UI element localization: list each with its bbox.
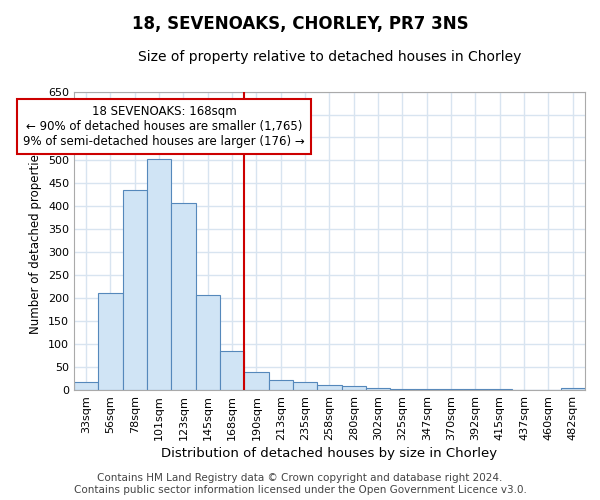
Bar — [196, 295, 220, 390]
Bar — [244, 372, 269, 390]
Bar — [560, 388, 585, 390]
Text: Contains HM Land Registry data © Crown copyright and database right 2024.
Contai: Contains HM Land Registry data © Crown c… — [74, 474, 526, 495]
Bar — [74, 382, 98, 390]
Bar — [488, 389, 512, 390]
Bar — [391, 388, 415, 390]
Bar — [463, 389, 488, 390]
Bar — [366, 388, 391, 390]
Bar — [269, 380, 293, 390]
Text: 18, SEVENOAKS, CHORLEY, PR7 3NS: 18, SEVENOAKS, CHORLEY, PR7 3NS — [131, 15, 469, 33]
Bar — [147, 159, 171, 390]
Bar — [439, 389, 463, 390]
Bar — [341, 386, 366, 390]
Bar — [293, 382, 317, 390]
Bar — [171, 202, 196, 390]
X-axis label: Distribution of detached houses by size in Chorley: Distribution of detached houses by size … — [161, 447, 497, 460]
Y-axis label: Number of detached properties: Number of detached properties — [29, 148, 43, 334]
Title: Size of property relative to detached houses in Chorley: Size of property relative to detached ho… — [138, 50, 521, 64]
Text: 18 SEVENOAKS: 168sqm
← 90% of detached houses are smaller (1,765)
9% of semi-det: 18 SEVENOAKS: 168sqm ← 90% of detached h… — [23, 106, 305, 148]
Bar — [317, 384, 341, 390]
Bar — [220, 352, 244, 390]
Bar — [98, 292, 122, 390]
Bar — [122, 190, 147, 390]
Bar — [415, 389, 439, 390]
